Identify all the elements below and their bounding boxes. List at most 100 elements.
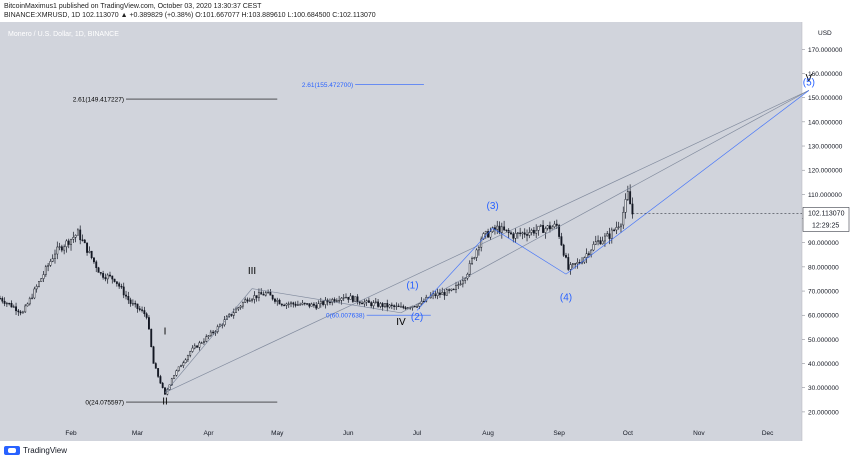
candle-body	[484, 231, 487, 234]
candle-body	[361, 302, 363, 305]
x-tick-label: Feb	[65, 430, 77, 437]
plot-area[interactable]	[0, 22, 802, 441]
candle-body	[606, 233, 609, 237]
candle-body	[150, 328, 153, 348]
candle-body	[601, 240, 604, 245]
candle-body	[400, 306, 402, 308]
candle-body	[610, 229, 613, 239]
x-tick-label: Mar	[132, 430, 144, 437]
candle-body	[351, 295, 354, 302]
candle-body	[81, 239, 84, 241]
candle-body	[594, 241, 597, 245]
candle-body	[443, 292, 446, 296]
candle-body	[186, 355, 189, 361]
trend-line	[492, 227, 567, 275]
y-tick-labels: 20.000000 30.000000 40.000000 50.000000 60.0…	[802, 47, 843, 416]
candle-body	[617, 226, 620, 228]
candle-body	[395, 305, 398, 308]
candle-body	[510, 232, 512, 235]
candle-body	[578, 262, 581, 264]
candle-body	[164, 387, 166, 395]
candle-body	[503, 226, 506, 231]
candle-body	[397, 305, 400, 308]
candle-body	[322, 301, 325, 305]
candle-body	[97, 267, 100, 273]
candle-body	[109, 274, 111, 277]
candle-body	[585, 253, 588, 258]
candle-body	[235, 308, 237, 313]
candle-body	[262, 294, 265, 296]
candle-body	[283, 304, 286, 307]
candle-body	[122, 286, 125, 296]
candle-body	[342, 297, 345, 299]
candle-body	[471, 258, 473, 264]
candle-body	[40, 278, 43, 282]
candle-body	[127, 295, 130, 301]
x-tick-label: Jun	[343, 430, 354, 437]
candle-body	[544, 228, 547, 233]
candle-body	[551, 226, 554, 230]
y-tick-label: 120.000000	[808, 168, 843, 175]
candle-body	[99, 272, 102, 274]
candle-body	[629, 191, 632, 205]
trend-line	[400, 90, 810, 314]
x-tick-label: May	[271, 430, 284, 437]
candle-body	[3, 300, 6, 304]
y-tick-label: 30.000000	[808, 385, 839, 392]
candle-body	[271, 294, 274, 300]
candle-body	[209, 331, 212, 336]
candle-body	[615, 227, 618, 231]
candle-body	[49, 261, 52, 266]
candle-body	[358, 301, 361, 304]
candle-body	[445, 289, 448, 296]
candle-body	[560, 236, 563, 246]
candle-body	[624, 199, 627, 213]
candle-body	[372, 302, 375, 307]
candle-body	[384, 303, 386, 308]
candle-body	[267, 292, 270, 294]
x-tick-label: Apr	[203, 430, 214, 437]
candle-body	[182, 362, 185, 366]
candle-body	[386, 303, 389, 308]
candle-body	[365, 300, 368, 303]
candle-body	[72, 237, 75, 240]
candle-body	[418, 303, 421, 307]
candle-body	[482, 233, 485, 240]
candle-body	[248, 300, 251, 302]
candle-body	[10, 302, 13, 308]
candle-body	[370, 302, 373, 307]
candle-body	[134, 303, 137, 305]
candle-body	[290, 302, 292, 305]
candle-body	[558, 225, 561, 237]
candle-body	[523, 232, 526, 235]
candle-body	[111, 275, 114, 280]
candle-body	[491, 227, 494, 232]
candle-body	[439, 292, 441, 295]
candle-body	[67, 240, 70, 245]
candle-body	[450, 288, 453, 291]
candle-body	[532, 229, 535, 234]
candle-body	[512, 233, 515, 239]
candle-body	[54, 253, 56, 259]
candle-body	[367, 300, 370, 303]
last-price-tag-box	[802, 207, 850, 232]
candle-body	[141, 309, 144, 311]
trend-line	[565, 90, 810, 275]
candle-body	[152, 346, 155, 364]
candle-body	[306, 303, 308, 305]
candle-body	[571, 263, 574, 265]
candle-body	[198, 342, 201, 348]
candle-body	[129, 299, 132, 304]
candle-body	[539, 225, 542, 227]
tradingview-logo[interactable]: TradingView	[4, 446, 67, 455]
candle-body	[608, 233, 611, 239]
y-tick-label: 80.000000	[808, 264, 839, 271]
price-chart[interactable]: Monero / U.S. Dollar, 1D, BINANCE USD 20…	[0, 22, 850, 441]
candle-body	[576, 262, 579, 265]
candle-body	[104, 277, 107, 280]
candle-body	[338, 300, 341, 302]
candle-body	[603, 235, 606, 242]
candle-body	[131, 303, 134, 305]
candle-body	[347, 296, 350, 300]
last-price-tag: 102.113070 12:29:25	[632, 207, 850, 232]
